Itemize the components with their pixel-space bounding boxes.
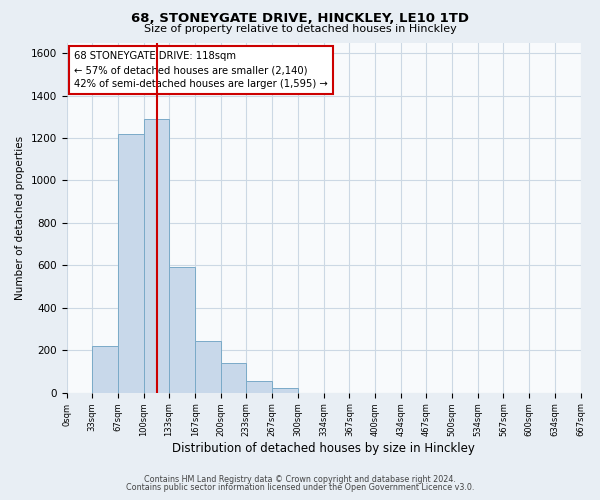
Bar <box>272 388 298 392</box>
Bar <box>221 363 246 392</box>
Y-axis label: Number of detached properties: Number of detached properties <box>15 136 25 300</box>
Text: 68 STONEYGATE DRIVE: 118sqm
← 57% of detached houses are smaller (2,140)
42% of : 68 STONEYGATE DRIVE: 118sqm ← 57% of det… <box>74 52 328 90</box>
Text: Size of property relative to detached houses in Hinckley: Size of property relative to detached ho… <box>143 24 457 34</box>
Text: Contains HM Land Registry data © Crown copyright and database right 2024.: Contains HM Land Registry data © Crown c… <box>144 475 456 484</box>
Bar <box>118 134 143 392</box>
Bar <box>246 381 272 392</box>
Bar <box>195 340 221 392</box>
Bar <box>169 268 195 392</box>
X-axis label: Distribution of detached houses by size in Hinckley: Distribution of detached houses by size … <box>172 442 475 455</box>
Bar <box>143 119 169 392</box>
Bar <box>92 346 118 393</box>
Text: 68, STONEYGATE DRIVE, HINCKLEY, LE10 1TD: 68, STONEYGATE DRIVE, HINCKLEY, LE10 1TD <box>131 12 469 26</box>
Text: Contains public sector information licensed under the Open Government Licence v3: Contains public sector information licen… <box>126 483 474 492</box>
